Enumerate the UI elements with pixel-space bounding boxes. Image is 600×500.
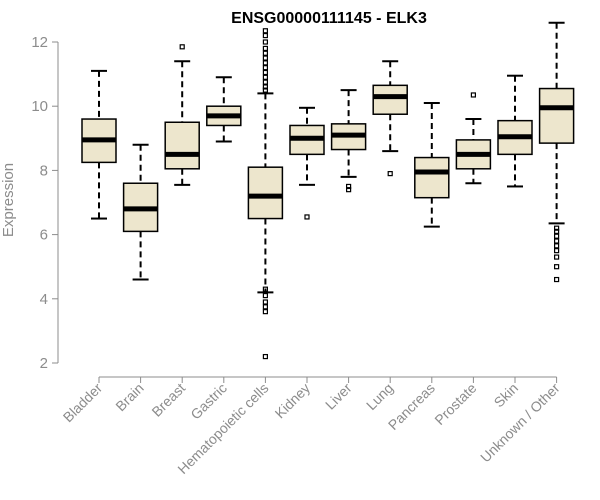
box-breast — [164, 44, 200, 186]
outlier-point — [262, 50, 268, 56]
outlier-point — [346, 187, 352, 193]
box-kidney — [289, 106, 325, 220]
x-tick-label: Bladder — [60, 380, 106, 426]
box-lung — [372, 60, 408, 177]
box-brain — [122, 143, 159, 281]
box-iqr — [538, 87, 575, 144]
outlier-point — [262, 60, 268, 66]
x-tick-label: Lung — [363, 380, 396, 413]
outlier-point — [553, 264, 560, 270]
x-tick-label: Liver — [322, 380, 355, 413]
box-plots — [81, 21, 575, 360]
outlier-point — [262, 79, 268, 85]
outlier-point — [553, 225, 560, 231]
outlier-point — [262, 55, 268, 61]
outlier-point — [262, 286, 268, 292]
outlier-point — [262, 32, 268, 39]
y-axis-label: Expression — [0, 163, 17, 237]
box-iqr — [372, 84, 408, 115]
box-iqr — [247, 166, 284, 220]
box-hematopoietic-cells — [247, 28, 284, 360]
x-tick-label: Prostate — [431, 380, 479, 428]
outlier-point — [553, 254, 560, 260]
outlier-point — [553, 276, 560, 283]
outlier-point — [262, 299, 268, 305]
outlier-point — [262, 74, 268, 80]
chart-title: ENSG00000111145 - ELK3 — [231, 10, 427, 27]
y-axis: 2 4 6 8 10 12 — [31, 34, 59, 372]
outlier-point — [262, 69, 268, 76]
x-tick-label: Unknown / Other — [477, 380, 563, 466]
outlier-point — [262, 292, 268, 299]
outlier-point — [179, 44, 185, 50]
box-prostate — [455, 92, 492, 185]
box-skin — [497, 74, 533, 188]
outlier-point — [262, 304, 268, 310]
box-bladder — [81, 69, 117, 220]
y-tick-label: 2 — [40, 355, 48, 372]
x-tick-label: Brain — [112, 380, 146, 414]
outlier-point — [262, 45, 268, 52]
outlier-point — [346, 183, 352, 190]
x-tick-label: Skin — [491, 380, 522, 411]
outlier-point — [262, 39, 268, 45]
x-tick-label: Kidney — [272, 380, 314, 422]
y-tick-label: 10 — [31, 98, 48, 115]
outlier-point — [553, 233, 560, 239]
outlier-point — [262, 84, 268, 90]
outlier-point — [262, 87, 268, 93]
box-liver — [330, 89, 367, 193]
box-pancreas — [414, 101, 450, 228]
outlier-point — [262, 28, 268, 34]
box-iqr — [414, 156, 450, 199]
y-tick-label: 8 — [40, 162, 48, 179]
box-unknown-other — [538, 21, 575, 283]
outlier-point — [262, 65, 268, 71]
box-gastric — [206, 76, 242, 143]
box-iqr — [164, 121, 200, 170]
outlier-point — [553, 228, 560, 234]
y-tick-label: 12 — [31, 34, 48, 51]
outlier-point — [553, 238, 560, 244]
outlier-point — [553, 243, 560, 249]
outlier-point — [262, 309, 268, 315]
outlier-point — [553, 248, 560, 254]
x-tick-label: Breast — [148, 380, 188, 420]
outlier-point — [304, 214, 310, 220]
outlier-point — [262, 353, 268, 360]
y-tick-label: 6 — [40, 227, 48, 244]
outlier-point — [470, 92, 476, 98]
outlier-point — [387, 171, 393, 177]
y-tick-label: 4 — [40, 291, 48, 308]
